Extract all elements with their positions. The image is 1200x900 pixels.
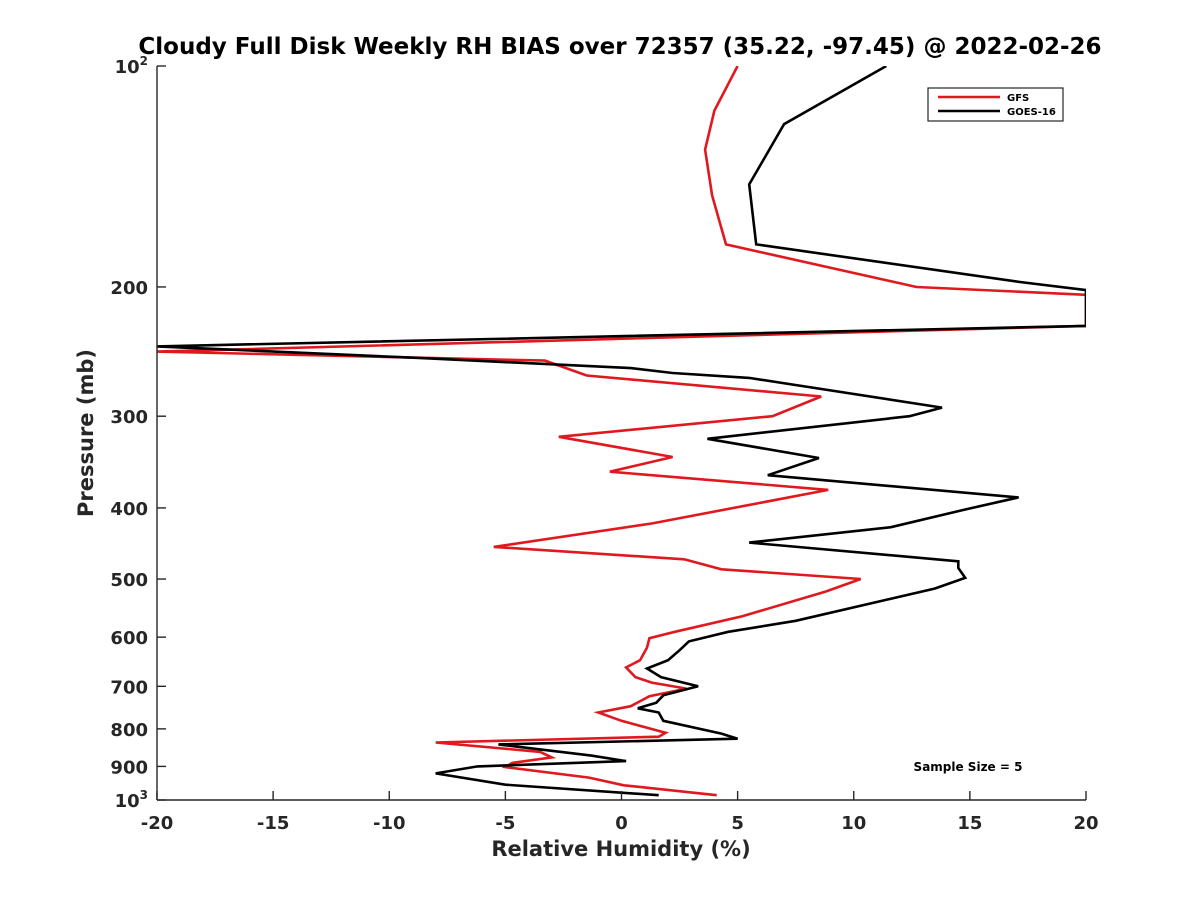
y-tick-label: 800	[110, 720, 148, 741]
y-tick-label: 500	[110, 570, 148, 591]
series-line-goes-16	[157, 66, 1086, 797]
legend-label-gfs: GFS	[1007, 93, 1029, 104]
chart-title: Cloudy Full Disk Weekly RH BIAS over 723…	[138, 34, 1101, 60]
x-tick-label: 10	[841, 813, 866, 834]
y-tick-label: 700	[110, 677, 148, 698]
y-tick-label: 900	[110, 757, 148, 778]
legend-label-goes-16: GOES-16	[1007, 107, 1056, 118]
legend: GFS GOES-16	[927, 87, 1064, 122]
legend-box	[927, 87, 1064, 122]
x-axis-label: Relative Humidity (%)	[491, 837, 750, 861]
y-tick-label: 300	[110, 407, 148, 428]
x-tick-label: -20	[141, 813, 174, 834]
x-tick-label: -10	[373, 813, 406, 834]
x-tick-label: -15	[257, 813, 290, 834]
y-tick-label: 400	[110, 499, 148, 520]
series-group	[157, 66, 1086, 797]
y-axis-label: Pressure (mb)	[74, 349, 98, 517]
y-tick-label: 102	[115, 54, 148, 78]
y-tick-label: 200	[110, 278, 148, 299]
x-tick-label: 20	[1073, 813, 1098, 834]
y-tick-label: 103	[115, 788, 148, 812]
series-line-gfs	[157, 66, 1086, 797]
y-tick-label: 600	[110, 628, 148, 649]
x-tick-label: 0	[615, 813, 628, 834]
x-tick-label: -5	[495, 813, 515, 834]
x-tick-label: 15	[957, 813, 982, 834]
x-tick-label: 5	[731, 813, 744, 834]
plot-area: -20 -15 -10 -5 0 5 10 15 20 102 200 300 400 500 600 700…	[110, 54, 1098, 834]
sample-size-annotation: Sample Size = 5	[914, 760, 1023, 774]
